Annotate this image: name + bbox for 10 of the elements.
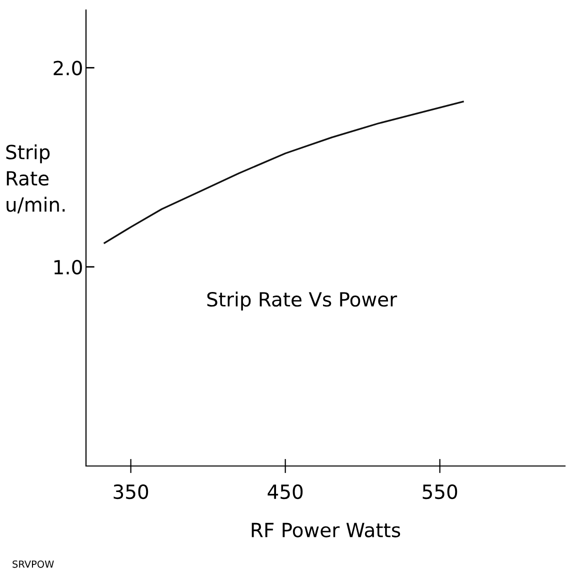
x-axis-title: RF Power Watts — [252, 522, 400, 538]
text: Strip Rate Vs Power — [207, 292, 398, 310]
y-tick-label: 1.0 — [54, 260, 82, 275]
line-series — [104, 100, 464, 244]
y-tick-label: 2.0 — [54, 60, 82, 76]
x-tick-label: 350 — [114, 484, 148, 500]
y-axis-title: Strip Rate u/min. — [6, 144, 65, 214]
x-tick-label: 550 — [422, 484, 458, 500]
x-tick-label: 450 — [268, 484, 303, 500]
text: SRVPOW — [12, 560, 54, 568]
